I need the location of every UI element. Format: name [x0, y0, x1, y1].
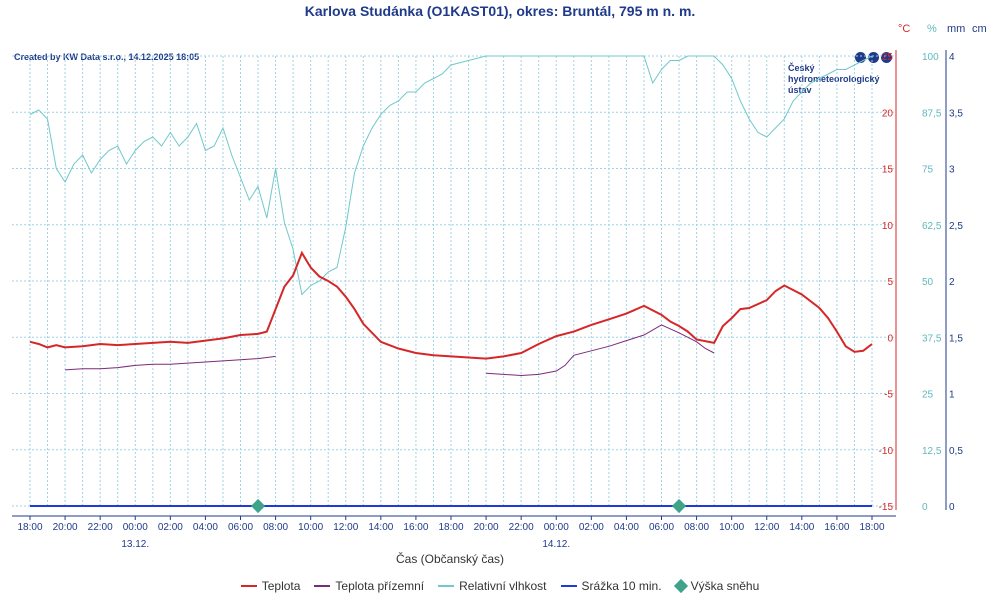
x-tick-label: 00:00	[123, 522, 148, 533]
x-tick-label: 00:00	[544, 522, 569, 533]
x-tick-label: 20:00	[53, 522, 78, 533]
x-tick-label: 02:00	[158, 522, 183, 533]
x-tick-label: 14:00	[789, 522, 814, 533]
tick-labels: 2520151050-5-10-1510087,57562,55037,5251…	[17, 52, 963, 550]
x-tick-label: 12:00	[754, 522, 779, 533]
legend-item-snow: Výška sněhu	[673, 578, 759, 594]
temp-tick-label: 5	[887, 277, 893, 288]
chart-title: Karlova Studánka (O1KAST01), okres: Brun…	[304, 3, 696, 19]
precip-tick-label: 3	[949, 165, 955, 176]
x-tick-label: 18:00	[438, 522, 463, 533]
unit-precip: mm	[947, 23, 966, 35]
created-by-text: Created by KW Data s.r.o., 14.12.2025 18…	[14, 52, 200, 62]
x-tick-label: 18:00	[859, 522, 884, 533]
x-tick-label: 18:00	[17, 522, 42, 533]
x-tick-label: 10:00	[298, 522, 323, 533]
temp-tick-label: -15	[879, 502, 894, 513]
temp-tick-label: 15	[882, 165, 894, 176]
temp-tick-label: 10	[882, 221, 894, 232]
hum-tick-label: 62,5	[922, 221, 942, 232]
precip-tick-label: 3,5	[949, 108, 963, 119]
legend-item-precip: Srážka 10 min.	[560, 579, 662, 593]
x-tick-label: 06:00	[228, 522, 253, 533]
hum-tick-label: 12,5	[922, 446, 942, 457]
x-tick-label: 16:00	[824, 522, 849, 533]
x-tick-label: 12:00	[333, 522, 358, 533]
unit-temp: °C	[898, 23, 911, 35]
chart-svg: 2520151050-5-10-1510087,57562,55037,5251…	[12, 50, 963, 566]
x-tick-label: 20:00	[474, 522, 499, 533]
axes	[12, 50, 947, 520]
legend-item-ground: Teplota přízemní	[314, 579, 424, 593]
date-label: 13.12.	[121, 539, 149, 550]
snow-marker	[250, 498, 266, 514]
temp-tick-label: 0	[887, 333, 893, 344]
legend-item-humidity: Relativní vlhkost	[438, 579, 547, 593]
x-tick-label: 08:00	[263, 522, 288, 533]
hum-tick-label: 100	[922, 52, 939, 63]
temp-tick-label: 25	[882, 52, 894, 63]
x-tick-label: 04:00	[614, 522, 639, 533]
precip-tick-label: 2	[949, 277, 955, 288]
logo-text: Český hydrometeorologický ústav	[788, 63, 880, 95]
precip-tick-label: 1	[949, 390, 955, 401]
precip-tick-label: 4	[949, 52, 955, 63]
hum-tick-label: 37,5	[922, 333, 942, 344]
temp-tick-label: 20	[882, 108, 894, 119]
series-line-humidity	[29, 55, 873, 296]
legend-item-temp: Teplota	[240, 579, 300, 593]
hum-tick-label: 0	[922, 502, 928, 513]
series-line-ground-temp	[486, 324, 715, 377]
x-tick-label: 14:00	[368, 522, 393, 533]
x-tick-label: 10:00	[719, 522, 744, 533]
hum-tick-label: 25	[922, 390, 934, 401]
snow-marker	[671, 498, 687, 514]
date-label: 14.12.	[542, 539, 570, 550]
precip-tick-label: 0	[949, 502, 955, 513]
x-tick-label: 22:00	[509, 522, 534, 533]
snow-diamond-icon	[673, 578, 688, 594]
x-tick-label: 06:00	[649, 522, 674, 533]
series	[29, 55, 873, 514]
precip-tick-label: 1,5	[949, 333, 963, 344]
x-tick-label: 04:00	[193, 522, 218, 533]
legend: Teplota Teplota přízemní Relativní vlhko…	[0, 578, 1000, 594]
unit-humidity: %	[927, 23, 937, 35]
x-tick-label: 08:00	[684, 522, 709, 533]
temp-tick-label: -10	[879, 446, 894, 457]
precip-tick-label: 2,5	[949, 221, 963, 232]
hum-tick-label: 50	[922, 277, 934, 288]
hum-tick-label: 75	[922, 165, 934, 176]
grid	[12, 55, 896, 507]
x-tick-label: 16:00	[403, 522, 428, 533]
temp-tick-label: -5	[884, 390, 893, 401]
x-tick-label: 02:00	[579, 522, 604, 533]
series-line-ground-temp	[65, 355, 276, 371]
unit-snow: cm	[972, 23, 987, 35]
logo-dots-icon	[855, 52, 892, 63]
precip-tick-label: 0,5	[949, 446, 963, 457]
x-axis-label: Čas (Občanský čas)	[396, 551, 504, 566]
series-line-temp	[29, 250, 873, 360]
x-tick-label: 22:00	[88, 522, 113, 533]
hum-tick-label: 87,5	[922, 108, 942, 119]
